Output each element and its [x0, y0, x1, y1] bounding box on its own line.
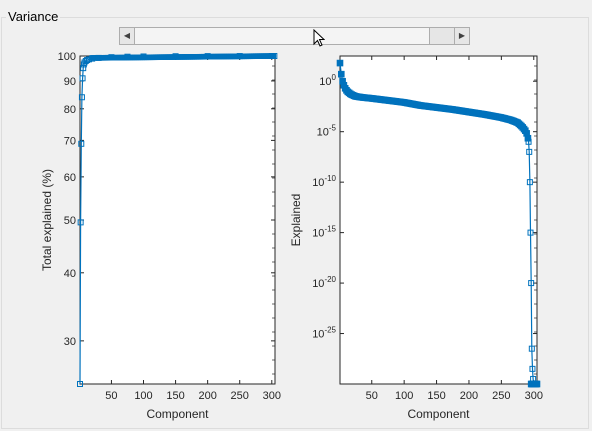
- slider-track[interactable]: [135, 28, 454, 44]
- panel-title: Variance: [6, 9, 61, 25]
- x-tick-label: 300: [525, 390, 543, 402]
- axes-frame: [79, 55, 276, 385]
- x-tick-label: 200: [460, 390, 478, 402]
- data-point: [77, 219, 84, 226]
- data-point: [533, 380, 541, 388]
- y-tick-label: 10-10: [312, 174, 336, 189]
- data-point: [526, 179, 533, 186]
- data-point: [525, 138, 532, 145]
- x-tick-label: 300: [263, 390, 281, 402]
- data-point: [528, 345, 535, 352]
- x-tick-label: 50: [366, 390, 378, 402]
- y-tick-label: 30: [64, 336, 76, 348]
- data-point: [524, 134, 532, 142]
- data-point: [526, 148, 533, 155]
- data-point: [78, 140, 85, 147]
- x-tick-label: 250: [492, 390, 510, 402]
- x-tick-label: 100: [134, 390, 152, 402]
- data-point: [529, 365, 536, 372]
- y-tick-label: 50: [64, 215, 76, 227]
- y-tick-label: 10-15: [312, 225, 336, 240]
- y-tick-label: 100: [58, 51, 76, 63]
- y-axis-label: Total explained (%): [40, 169, 54, 271]
- y-tick-label: 10-25: [312, 326, 336, 341]
- x-tick-label: 100: [395, 390, 413, 402]
- axes-1: 50 100 150 200 250 300 Component 30 40 50 60 70 80 90…: [40, 51, 281, 421]
- slider-right-arrow-icon[interactable]: ▶: [454, 28, 469, 44]
- data-point: [337, 70, 345, 78]
- slider-thumb[interactable]: [135, 28, 430, 44]
- x-tick-label: 250: [231, 390, 249, 402]
- data-point: [336, 59, 344, 67]
- component-slider[interactable]: ◀ ▶: [119, 27, 470, 45]
- data-point: [528, 280, 535, 287]
- y-tick-label: 90: [64, 76, 76, 88]
- y-tick-label: 70: [64, 135, 76, 147]
- x-tick-label: 50: [105, 390, 117, 402]
- slider-left-arrow-icon[interactable]: ◀: [120, 28, 135, 44]
- x-tick-label: 150: [427, 390, 445, 402]
- x-axis-label: Component: [407, 407, 470, 421]
- variance-panel: [1, 17, 589, 429]
- y-tick-label: 10-20: [312, 275, 336, 290]
- data-point: [77, 381, 83, 387]
- data-point: [79, 75, 86, 82]
- data-point: [270, 53, 276, 59]
- x-axis-label: Component: [146, 407, 209, 421]
- y-tick-label: 40: [64, 268, 76, 280]
- axes-2: 50 100 150 200 250 300 Component 100 10-5 10-10 10…: [289, 55, 543, 421]
- y-tick-label: 60: [64, 172, 76, 184]
- data-point: [80, 65, 87, 72]
- y-tick-label: 10-5: [317, 124, 337, 139]
- mouse-cursor-icon: [313, 29, 325, 47]
- data-point: [80, 61, 87, 68]
- y-tick-label: 100: [319, 73, 336, 88]
- y-tick-label: 80: [64, 104, 76, 116]
- y-axis-label: Explained: [289, 194, 303, 247]
- x-tick-label: 200: [198, 390, 216, 402]
- x-tick-label: 150: [166, 390, 184, 402]
- data-point: [78, 94, 85, 101]
- data-point: [527, 229, 534, 236]
- data-point: [82, 58, 89, 65]
